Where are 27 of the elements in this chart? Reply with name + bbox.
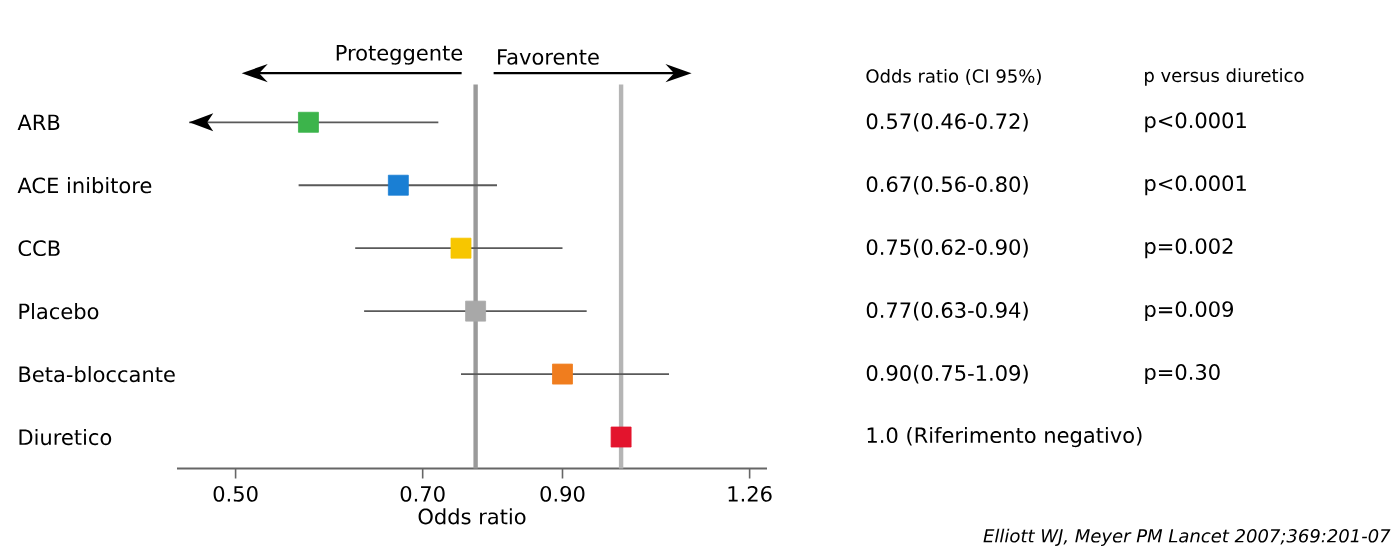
text: 0.90(0.75-1.09) — [866, 364, 1028, 384]
text: p<0.0001 — [1145, 112, 1246, 133]
text: Odds ratio (CI 95%) — [866, 68, 1041, 85]
y-tick-label: Diuretico — [19, 428, 112, 446]
text: p=0.009 — [1145, 301, 1233, 322]
x-tick-label: 0.50 — [213, 485, 258, 502]
text: p versus diuretico — [1145, 68, 1304, 86]
y-tick-label: Beta-bloccante — [19, 365, 175, 383]
text: Elliott WJ, Meyer PM Lancet 2007;369:201-07 — [983, 528, 1391, 547]
y-tick-label: CCB — [18, 240, 60, 257]
text: p=0.30 — [1145, 364, 1220, 385]
text: Proteggente — [336, 45, 463, 65]
text: 0.75(0.62-0.90) — [866, 238, 1028, 258]
x-tick-label: 1.26 — [728, 485, 772, 502]
text: p<0.0001 — [1145, 175, 1246, 196]
text: Favorente — [498, 49, 599, 65]
text: 0.77(0.63-0.94) — [866, 301, 1028, 321]
y-tick-label: ARB — [17, 114, 60, 130]
x-axis-title: Odds ratio — [418, 508, 526, 525]
y-tick-label: ACE inibitore — [17, 177, 152, 194]
text: 0.67(0.56-0.80) — [866, 175, 1028, 195]
x-tick-label: 0.90 — [540, 485, 585, 502]
x-tick-label: 0.70 — [400, 485, 445, 502]
text: p=0.002 — [1145, 238, 1233, 259]
y-tick-label: Placebo — [19, 303, 99, 320]
text: 0.57(0.46-0.72) — [866, 112, 1028, 132]
text: 1.0 (Riferimento negativo) — [867, 426, 1142, 448]
